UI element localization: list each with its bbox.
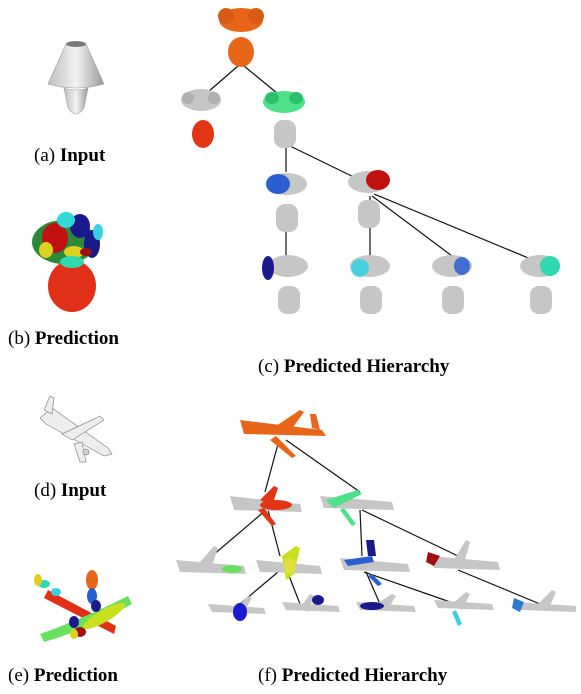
caption-c-label: Predicted Hierarchy: [283, 356, 450, 377]
airplane-node-root: [240, 410, 326, 458]
caption-a-prefix: (a): [34, 145, 60, 166]
airplane-node-l3-3: [356, 594, 416, 612]
airplane-node-l1-right: [320, 490, 394, 526]
caption-b-label: Prediction: [34, 328, 119, 349]
caption-d-label: Input: [60, 480, 107, 501]
prediction-airplane-render: [34, 570, 132, 642]
caption-f-label: Predicted Hierarchy: [281, 665, 448, 686]
airplane-node-l2-3: [340, 540, 410, 586]
airplane-node-l3-2: [282, 594, 340, 612]
lamp-node-l3-1: [262, 255, 308, 314]
airplane-hierarchy-tree: [211, 439, 541, 605]
airplane-node-l2-2: [256, 546, 322, 580]
caption-e-prefix: (e): [8, 665, 34, 686]
caption-c-prefix: (c): [258, 356, 284, 377]
caption-b: (b) Prediction: [8, 329, 119, 348]
input-airplane-render: [39, 395, 113, 463]
caption-f-prefix: (f): [258, 665, 282, 686]
caption-e: (e) Prediction: [8, 666, 118, 685]
lamp-node-l1-left: [181, 89, 221, 148]
airplane-node-l2-1: [176, 546, 246, 574]
input-lamp-render: [47, 41, 105, 115]
airplane-node-l3-4: [434, 592, 494, 626]
caption-a-label: Input: [59, 145, 106, 166]
lamp-node-l1-right: [263, 91, 305, 148]
lamp-node-l2-left: [266, 173, 307, 232]
caption-d: (d) Input: [34, 481, 106, 500]
lamp-node-l3-2: [350, 255, 390, 314]
caption-f: (f) Predicted Hierarchy: [258, 666, 447, 685]
caption-d-prefix: (d): [34, 480, 61, 501]
lamp-node-root: [218, 8, 264, 67]
airplane-node-l2-4: [426, 540, 500, 570]
airplane-node-l3-5: [512, 590, 576, 612]
lamp-node-l2-right: [348, 170, 390, 228]
airplane-node-l1-left: [230, 486, 302, 526]
caption-e-label: Prediction: [33, 665, 118, 686]
caption-c: (c) Predicted Hierarchy: [258, 357, 449, 376]
lamp-hierarchy-tree: [200, 65, 539, 263]
lamp-node-l3-4: [520, 255, 560, 314]
lamp-node-l3-3: [432, 255, 472, 314]
caption-b-prefix: (b): [8, 328, 35, 349]
caption-a: (a) Input: [34, 146, 105, 165]
airplane-node-l3-1: [208, 596, 266, 621]
prediction-lamp-render: [32, 212, 103, 312]
